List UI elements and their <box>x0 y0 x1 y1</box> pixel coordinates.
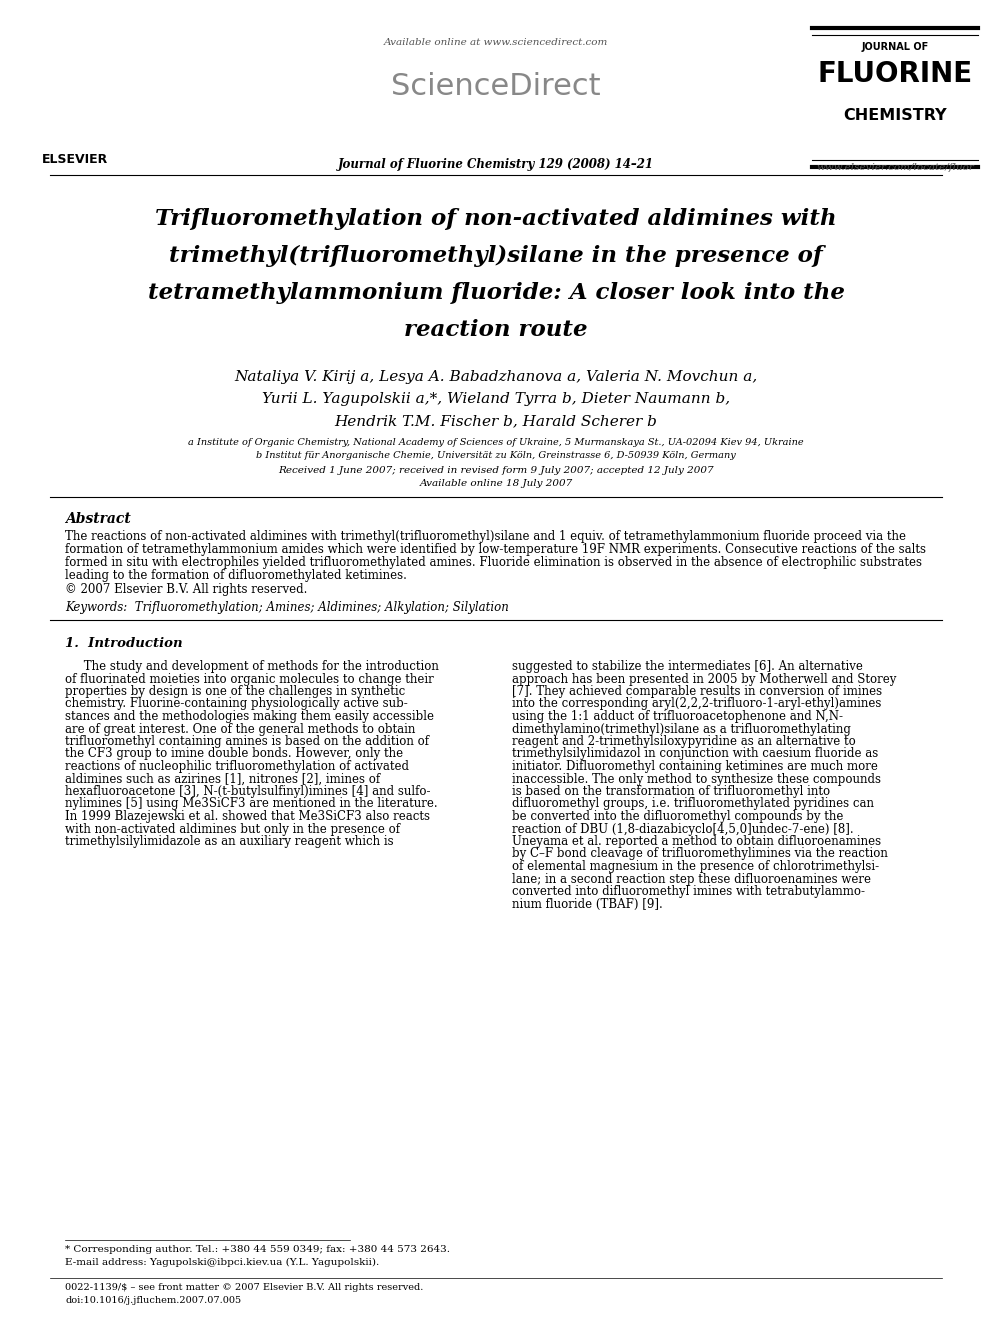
Text: reaction of DBU (1,8-diazabicyclo[4,5,0]undec-7-ene) [8].: reaction of DBU (1,8-diazabicyclo[4,5,0]… <box>512 823 854 836</box>
Text: into the corresponding aryl(2,2,2-trifluoro-1-aryl-ethyl)amines: into the corresponding aryl(2,2,2-triflu… <box>512 697 881 710</box>
Text: hexafluoroacetone [3], N-(t-butylsulfinyl)imines [4] and sulfo-: hexafluoroacetone [3], N-(t-butylsulfiny… <box>65 785 431 798</box>
Text: [7]. They achieved comparable results in conversion of imines: [7]. They achieved comparable results in… <box>512 685 882 699</box>
Text: suggested to stabilize the intermediates [6]. An alternative: suggested to stabilize the intermediates… <box>512 660 863 673</box>
Text: lane; in a second reaction step these difluoroenamines were: lane; in a second reaction step these di… <box>512 872 871 885</box>
Text: FLUORINE: FLUORINE <box>817 60 972 89</box>
Text: © 2007 Elsevier B.V. All rights reserved.: © 2007 Elsevier B.V. All rights reserved… <box>65 583 308 595</box>
Text: trifluoromethyl containing amines is based on the addition of: trifluoromethyl containing amines is bas… <box>65 736 429 747</box>
Text: Trifluoromethylation of non-activated aldimines with: Trifluoromethylation of non-activated al… <box>155 208 837 230</box>
Text: In 1999 Blazejewski et al. showed that Me3SiCF3 also reacts: In 1999 Blazejewski et al. showed that M… <box>65 810 430 823</box>
Text: nium fluoride (TBAF) [9].: nium fluoride (TBAF) [9]. <box>512 897 663 910</box>
Text: dimethylamino(trimethyl)silane as a trifluoromethylating: dimethylamino(trimethyl)silane as a trif… <box>512 722 851 736</box>
Text: Journal of Fluorine Chemistry 129 (2008) 14–21: Journal of Fluorine Chemistry 129 (2008)… <box>338 157 654 171</box>
Text: * Corresponding author. Tel.: +380 44 559 0349; fax: +380 44 573 2643.: * Corresponding author. Tel.: +380 44 55… <box>65 1245 450 1254</box>
Text: difluoromethyl groups, i.e. trifluoromethylated pyridines can: difluoromethyl groups, i.e. trifluoromet… <box>512 798 874 811</box>
Text: formation of tetramethylammonium amides which were identified by low-temperature: formation of tetramethylammonium amides … <box>65 542 926 556</box>
Text: tetramethylammonium fluoride: A closer look into the: tetramethylammonium fluoride: A closer l… <box>148 282 844 304</box>
Text: are of great interest. One of the general methods to obtain: are of great interest. One of the genera… <box>65 722 416 736</box>
Text: using the 1:1 adduct of trifluoroacetophenone and N,N-: using the 1:1 adduct of trifluoroacetoph… <box>512 710 843 722</box>
Text: leading to the formation of difluoromethylated ketimines.: leading to the formation of difluorometh… <box>65 569 407 582</box>
Text: be converted into the difluoromethyl compounds by the: be converted into the difluoromethyl com… <box>512 810 843 823</box>
Text: of elemental magnesium in the presence of chlorotrimethylsi-: of elemental magnesium in the presence o… <box>512 860 879 873</box>
Text: The reactions of non-activated aldimines with trimethyl(trifluoromethyl)silane a: The reactions of non-activated aldimines… <box>65 531 906 542</box>
Text: inaccessible. The only method to synthesize these compounds: inaccessible. The only method to synthes… <box>512 773 881 786</box>
Text: approach has been presented in 2005 by Motherwell and Storey: approach has been presented in 2005 by M… <box>512 672 897 685</box>
Text: Available online 18 July 2007: Available online 18 July 2007 <box>420 479 572 488</box>
Text: Yurii L. Yagupolskii a,*, Wieland Tyrra b, Dieter Naumann b,: Yurii L. Yagupolskii a,*, Wieland Tyrra … <box>262 392 730 406</box>
Text: Keywords:  Trifluoromethylation; Amines; Aldimines; Alkylation; Silylation: Keywords: Trifluoromethylation; Amines; … <box>65 601 509 614</box>
Text: 0022-1139/$ – see front matter © 2007 Elsevier B.V. All rights reserved.: 0022-1139/$ – see front matter © 2007 El… <box>65 1283 424 1293</box>
Text: reaction route: reaction route <box>405 319 587 341</box>
Text: Received 1 June 2007; received in revised form 9 July 2007; accepted 12 July 200: Received 1 June 2007; received in revise… <box>278 466 714 475</box>
Text: JOURNAL OF: JOURNAL OF <box>861 42 929 52</box>
Text: reactions of nucleophilic trifluoromethylation of activated: reactions of nucleophilic trifluoromethy… <box>65 759 409 773</box>
Text: converted into difluoromethyl imines with tetrabutylammo-: converted into difluoromethyl imines wit… <box>512 885 865 898</box>
Text: trimethyl(trifluoromethyl)silane in the presence of: trimethyl(trifluoromethyl)silane in the … <box>169 245 823 267</box>
Text: initiator. Difluoromethyl containing ketimines are much more: initiator. Difluoromethyl containing ket… <box>512 759 878 773</box>
Text: a Institute of Organic Chemistry, National Academy of Sciences of Ukraine, 5 Mur: a Institute of Organic Chemistry, Nation… <box>188 438 804 447</box>
Text: b Institut für Anorganische Chemie, Universität zu Köln, Greinstrasse 6, D-50939: b Institut für Anorganische Chemie, Univ… <box>256 451 736 460</box>
Text: reagent and 2-trimethylsiloxypyridine as an alternative to: reagent and 2-trimethylsiloxypyridine as… <box>512 736 856 747</box>
Text: is based on the transformation of trifluoromethyl into: is based on the transformation of triflu… <box>512 785 830 798</box>
Text: Hendrik T.M. Fischer b, Harald Scherer b: Hendrik T.M. Fischer b, Harald Scherer b <box>334 414 658 429</box>
Text: E-mail address: Yagupolski@ibpci.kiev.ua (Y.L. Yagupolskii).: E-mail address: Yagupolski@ibpci.kiev.ua… <box>65 1258 379 1267</box>
Text: formed in situ with electrophiles yielded trifluoromethylated amines. Fluoride e: formed in situ with electrophiles yielde… <box>65 556 922 569</box>
Text: trimethylsilylimidazol in conjunction with caesium fluoride as: trimethylsilylimidazol in conjunction wi… <box>512 747 878 761</box>
Text: Nataliya V. Kirij a, Lesya A. Babadzhanova a, Valeria N. Movchun a,: Nataliya V. Kirij a, Lesya A. Babadzhano… <box>234 370 758 384</box>
Text: the CF3 group to imine double bonds. However, only the: the CF3 group to imine double bonds. How… <box>65 747 403 761</box>
Text: 1.  Introduction: 1. Introduction <box>65 636 183 650</box>
Text: Available online at www.sciencedirect.com: Available online at www.sciencedirect.co… <box>384 38 608 48</box>
Text: doi:10.1016/j.jfluchem.2007.07.005: doi:10.1016/j.jfluchem.2007.07.005 <box>65 1297 241 1304</box>
Text: of fluorinated moieties into organic molecules to change their: of fluorinated moieties into organic mol… <box>65 672 434 685</box>
Text: Abstract: Abstract <box>65 512 131 527</box>
Text: properties by design is one of the challenges in synthetic: properties by design is one of the chall… <box>65 685 406 699</box>
Text: Uneyama et al. reported a method to obtain difluoroenamines: Uneyama et al. reported a method to obta… <box>512 835 881 848</box>
Text: with non-activated aldimines but only in the presence of: with non-activated aldimines but only in… <box>65 823 400 836</box>
Text: nylimines [5] using Me3SiCF3 are mentioned in the literature.: nylimines [5] using Me3SiCF3 are mention… <box>65 798 437 811</box>
Text: chemistry. Fluorine-containing physiologically active sub-: chemistry. Fluorine-containing physiolog… <box>65 697 408 710</box>
Text: ScienceDirect: ScienceDirect <box>391 71 601 101</box>
Text: trimethylsilylimidazole as an auxiliary reagent which is: trimethylsilylimidazole as an auxiliary … <box>65 835 394 848</box>
Text: stances and the methodologies making them easily accessible: stances and the methodologies making the… <box>65 710 434 722</box>
Text: by C–F bond cleavage of trifluoromethylimines via the reaction: by C–F bond cleavage of trifluoromethyli… <box>512 848 888 860</box>
Text: The study and development of methods for the introduction: The study and development of methods for… <box>65 660 438 673</box>
Text: ELSEVIER: ELSEVIER <box>42 153 108 165</box>
Text: www.elsevier.com/locate/fluor: www.elsevier.com/locate/fluor <box>816 163 974 172</box>
Text: aldimines such as azirines [1], nitrones [2], imines of: aldimines such as azirines [1], nitrones… <box>65 773 380 786</box>
Text: CHEMISTRY: CHEMISTRY <box>843 108 946 123</box>
